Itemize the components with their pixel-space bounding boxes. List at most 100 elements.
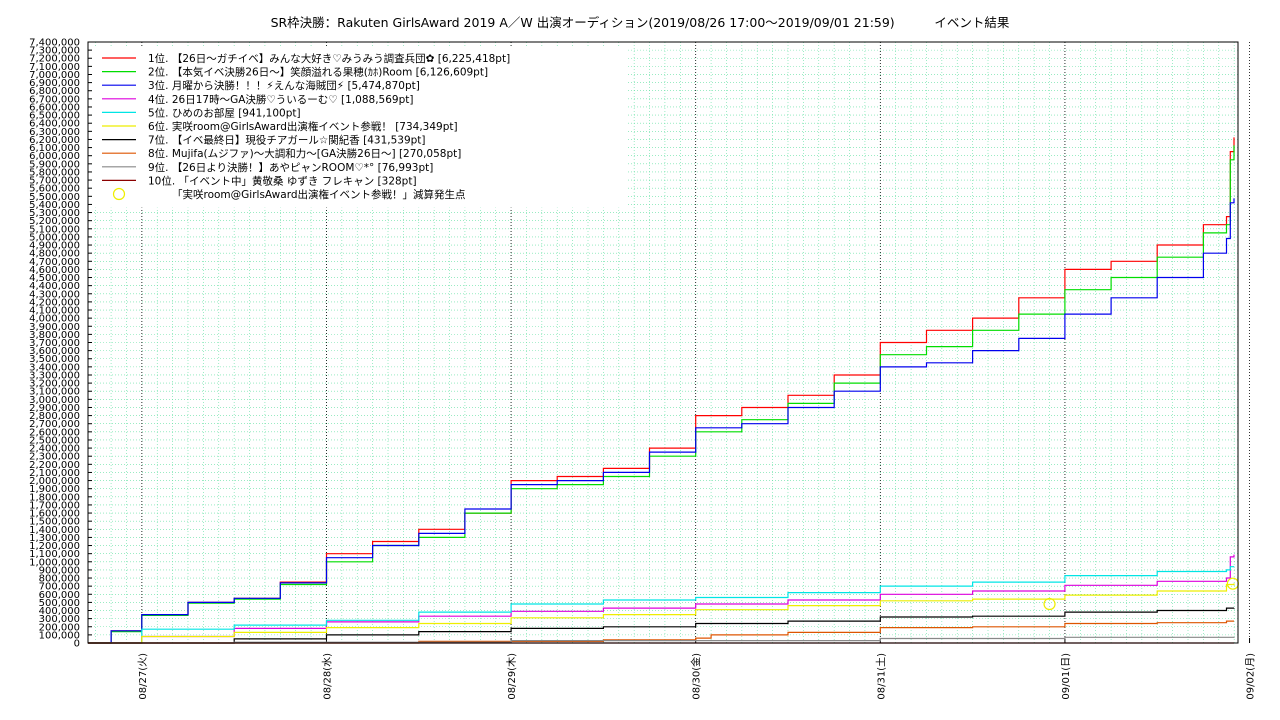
series-line-7 <box>88 607 1235 644</box>
y-tick-label: 1,100,000 <box>29 549 80 560</box>
y-tick-label: 5,300,000 <box>29 208 80 219</box>
y-tick-label: 300,000 <box>39 614 80 625</box>
legend-entry-8: 8位. Mujifa(ムジファ)～大調和力～[GA決勝26日～] [270,05… <box>148 147 461 160</box>
y-tick-label: 6,100,000 <box>29 143 80 154</box>
y-tick-label: 500,000 <box>39 598 80 609</box>
y-tick-label: 3,200,000 <box>29 379 80 390</box>
y-tick-label: 3,300,000 <box>29 370 80 381</box>
y-tick-label: 400,000 <box>39 606 80 617</box>
y-tick-label: 4,300,000 <box>29 289 80 300</box>
y-tick-label: 5,500,000 <box>29 192 80 203</box>
legend-annotation-label: 「実咲room@GirlsAward出演権イベント参戦！」減算発生点 <box>172 188 466 201</box>
y-tick-label: 5,800,000 <box>29 167 80 178</box>
series-line-1 <box>88 137 1235 644</box>
y-tick-label: 3,700,000 <box>29 338 80 349</box>
y-tick-label: 1,000,000 <box>29 557 80 568</box>
y-tick-label: 6,700,000 <box>29 94 80 105</box>
series-line-2 <box>88 145 1235 644</box>
x-tick-label: 08/29(木) <box>506 653 518 700</box>
y-tick-label: 4,200,000 <box>29 297 80 308</box>
chart-title: SR枠決勝：Rakuten GirlsAward 2019 A／W 出演オーディ… <box>270 15 1010 30</box>
y-tick-label: 2,700,000 <box>29 419 80 430</box>
plot-frame <box>87 41 1239 644</box>
y-tick-label: 600,000 <box>39 590 80 601</box>
y-tick-label: 5,700,000 <box>29 176 80 187</box>
y-tick-label: 1,900,000 <box>29 484 80 495</box>
y-tick-label: 700,000 <box>39 582 80 593</box>
y-tick-label: 3,000,000 <box>29 395 80 406</box>
series-line-6 <box>88 583 1235 644</box>
y-tick-label: 3,400,000 <box>29 362 80 373</box>
legend-entry-1: 1位. 【26日～ガチイベ】みんな大好き♡みうみう調査兵団✿ [6,225,41… <box>148 52 510 65</box>
y-tick-label: 100,000 <box>39 630 80 641</box>
series-line-3 <box>88 198 1235 644</box>
y-tick-label: 5,200,000 <box>29 216 80 227</box>
y-tick-label: 4,900,000 <box>29 241 80 252</box>
y-tick-label: 800,000 <box>39 574 80 585</box>
y-tick-label: 7,400,000 <box>29 38 80 49</box>
y-tick-label: 1,300,000 <box>29 533 80 544</box>
y-tick-label: 2,400,000 <box>29 444 80 455</box>
legend-entry-9: 9位. 【26日より決勝！】あやピャンROOM♡*° [76,993pt] <box>148 161 433 174</box>
y-tick-label: 5,900,000 <box>29 159 80 170</box>
y-tick-label: 4,400,000 <box>29 281 80 292</box>
y-tick-label: 6,500,000 <box>29 111 80 122</box>
y-tick-label: 2,200,000 <box>29 460 80 471</box>
y-tick-label: 1,500,000 <box>29 517 80 528</box>
y-tick-label: 2,100,000 <box>29 468 80 479</box>
y-tick-label: 6,200,000 <box>29 135 80 146</box>
y-tick-label: 7,000,000 <box>29 70 80 81</box>
legend-box <box>92 48 627 208</box>
y-tick-label: 4,800,000 <box>29 249 80 260</box>
y-tick-label: 2,500,000 <box>29 435 80 446</box>
legend-entry-5: 5位. ひめのお部屋 [941,100pt] <box>148 106 301 119</box>
annotation-marker <box>1043 597 1056 611</box>
y-tick-label: 200,000 <box>39 622 80 633</box>
y-tick-label: 2,900,000 <box>29 403 80 414</box>
y-tick-label: 2,000,000 <box>29 476 80 487</box>
y-tick-label: 4,600,000 <box>29 265 80 276</box>
y-tick-label: 6,600,000 <box>29 102 80 113</box>
y-tick-label: 4,100,000 <box>29 306 80 317</box>
y-tick-label: 5,400,000 <box>29 200 80 211</box>
x-tick-label: 08/28(水) <box>321 653 333 700</box>
y-tick-label: 1,400,000 <box>29 525 80 536</box>
y-tick-label: 3,800,000 <box>29 330 80 341</box>
y-tick-label: 7,200,000 <box>29 54 80 65</box>
y-tick-label: 6,800,000 <box>29 86 80 97</box>
y-tick-label: 5,000,000 <box>29 232 80 243</box>
y-tick-label: 4,500,000 <box>29 273 80 284</box>
y-tick-label: 1,700,000 <box>29 500 80 511</box>
y-tick-label: 1,800,000 <box>29 492 80 503</box>
y-tick-label: 2,300,000 <box>29 452 80 463</box>
y-tick-label: 6,300,000 <box>29 127 80 138</box>
y-tick-label: 7,300,000 <box>29 46 80 57</box>
y-tick-label: 5,100,000 <box>29 224 80 235</box>
y-tick-label: 1,600,000 <box>29 509 80 520</box>
series-line-5 <box>88 566 1235 644</box>
x-tick-label: 08/27(火) <box>137 653 149 700</box>
legend-entry-4: 4位. 26日17時～GA決勝♡ういるーむ♡ [1,088,569pt] <box>148 93 413 106</box>
x-tick-label: 09/02(月) <box>1245 653 1257 700</box>
y-tick-label: 900,000 <box>39 565 80 576</box>
y-tick-label: 4,000,000 <box>29 314 80 325</box>
legend-entry-7: 7位. 【イベ最終日】現役チアガール☆関紀香 [431,539pt] <box>148 134 426 147</box>
y-tick-label: 6,900,000 <box>29 78 80 89</box>
y-tick-label: 2,600,000 <box>29 427 80 438</box>
y-tick-label: 3,600,000 <box>29 346 80 357</box>
y-tick-label: 3,100,000 <box>29 387 80 398</box>
x-tick-label: 09/01(日) <box>1061 653 1072 700</box>
y-tick-label: 0 <box>74 639 80 650</box>
legend-entry-6: 6位. 実咲room@GirlsAward出演権イベント参戦！ [734,349… <box>148 120 458 133</box>
y-tick-label: 7,100,000 <box>29 62 80 73</box>
y-tick-label: 3,500,000 <box>29 354 80 365</box>
legend-entry-10: 10位. 「イベント中」黄敬桑 ゆずき フレキャン [328pt] <box>148 174 417 187</box>
y-tick-label: 6,400,000 <box>29 119 80 130</box>
x-tick-label: 08/31(土) <box>874 653 887 700</box>
legend-entry-2: 2位. 【本気イベ決勝26日～】笑顔溢れる果穂(ｶﾎ)Room [6,126,6… <box>148 66 488 79</box>
annotation-marker <box>1226 577 1239 590</box>
legend-entry-3: 3位. 月曜から決勝！！！⚡えんな海賊団⚡ [5,474,870pt] <box>148 79 420 92</box>
legend-annotation-marker <box>112 187 126 201</box>
x-tick-label: 08/30(金) <box>690 653 703 700</box>
